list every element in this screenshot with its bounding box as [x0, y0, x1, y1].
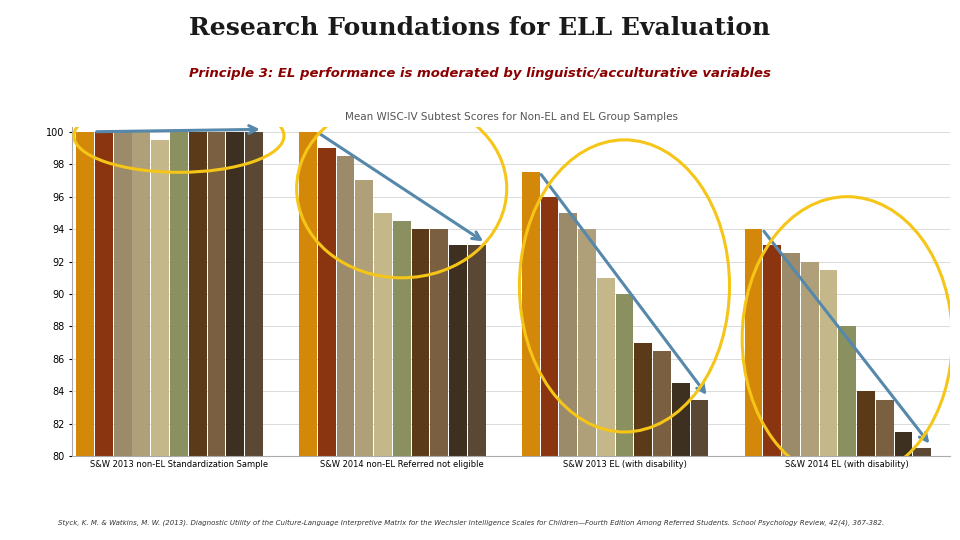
- Bar: [430, 229, 448, 456]
- Bar: [412, 229, 429, 456]
- Bar: [913, 448, 931, 456]
- Bar: [782, 253, 800, 456]
- Bar: [838, 327, 856, 456]
- Bar: [227, 132, 244, 456]
- Bar: [374, 213, 392, 456]
- Bar: [207, 132, 226, 456]
- Text: Principle 3: EL performance is moderated by linguistic/acculturative variables: Principle 3: EL performance is moderated…: [189, 68, 771, 80]
- Bar: [132, 132, 151, 456]
- Bar: [152, 140, 169, 456]
- Bar: [245, 132, 263, 456]
- Bar: [170, 132, 188, 456]
- Bar: [189, 132, 206, 456]
- Bar: [299, 132, 317, 456]
- Bar: [597, 278, 614, 456]
- Title: Mean WISC-IV Subtest Scores for Non-EL and EL Group Samples: Mean WISC-IV Subtest Scores for Non-EL a…: [345, 112, 678, 122]
- Bar: [318, 148, 336, 456]
- Bar: [876, 400, 894, 456]
- Bar: [113, 132, 132, 456]
- Text: Styck, K. M. & Watkins, M. W. (2013). Diagnostic Utility of the Culture-Language: Styck, K. M. & Watkins, M. W. (2013). Di…: [58, 520, 884, 526]
- Bar: [393, 221, 411, 456]
- Bar: [560, 213, 577, 456]
- Bar: [449, 245, 467, 456]
- Text: Research Foundations for ELL Evaluation: Research Foundations for ELL Evaluation: [189, 16, 771, 40]
- Bar: [690, 400, 708, 456]
- Bar: [635, 343, 652, 456]
- Bar: [615, 294, 634, 456]
- Bar: [763, 245, 781, 456]
- Bar: [355, 180, 373, 456]
- Bar: [857, 392, 875, 456]
- Bar: [895, 432, 912, 456]
- Legend: pcn, mr, ss, bd, cd, co, ln, si, ds, vo: pcn, mr, ss, bd, cd, co, ln, si, ds, vo: [305, 536, 717, 540]
- Bar: [76, 132, 94, 456]
- Bar: [337, 156, 354, 456]
- Bar: [653, 351, 671, 456]
- Bar: [672, 383, 689, 456]
- Bar: [820, 269, 837, 456]
- Bar: [801, 261, 819, 456]
- Bar: [468, 245, 486, 456]
- Bar: [521, 172, 540, 456]
- Bar: [95, 132, 113, 456]
- Bar: [578, 229, 596, 456]
- Bar: [745, 229, 762, 456]
- Bar: [540, 197, 559, 456]
